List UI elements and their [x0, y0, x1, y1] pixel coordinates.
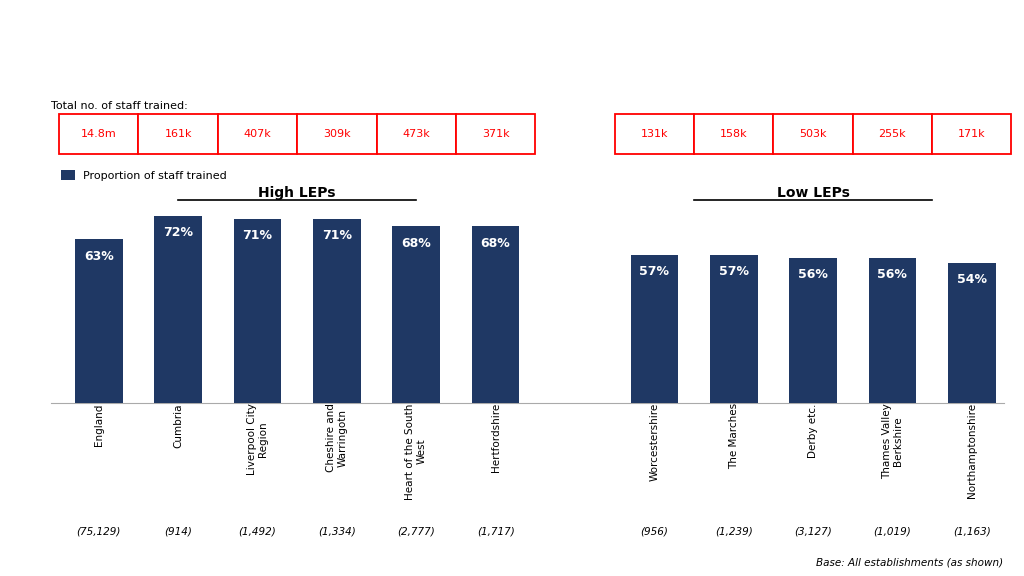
- Text: 161k: 161k: [165, 129, 191, 139]
- Text: Liverpool City
Region: Liverpool City Region: [247, 403, 268, 475]
- Text: (1,019): (1,019): [873, 526, 911, 536]
- FancyBboxPatch shape: [59, 114, 138, 154]
- Text: (1,717): (1,717): [477, 526, 514, 536]
- Text: (914): (914): [164, 526, 193, 536]
- Text: (1,163): (1,163): [953, 526, 990, 536]
- Text: 57%: 57%: [639, 266, 670, 278]
- FancyBboxPatch shape: [614, 114, 694, 154]
- Text: (3,127): (3,127): [795, 526, 831, 536]
- Bar: [75, 240, 123, 403]
- FancyBboxPatch shape: [853, 114, 932, 154]
- FancyBboxPatch shape: [932, 114, 1012, 154]
- Text: 131k: 131k: [641, 129, 668, 139]
- Text: The Marches: The Marches: [729, 403, 738, 469]
- Text: 309k: 309k: [324, 129, 350, 139]
- FancyBboxPatch shape: [377, 114, 456, 154]
- Text: 71%: 71%: [322, 229, 352, 242]
- FancyBboxPatch shape: [773, 114, 853, 154]
- Bar: [868, 257, 916, 403]
- Text: (1,239): (1,239): [715, 526, 753, 536]
- FancyBboxPatch shape: [297, 114, 377, 154]
- Text: (1,334): (1,334): [318, 526, 355, 536]
- Text: England: England: [94, 403, 103, 446]
- Text: 407k: 407k: [244, 129, 271, 139]
- Text: Number and proportion of staff trained by LEP: Number and proportion of staff trained b…: [12, 31, 812, 59]
- FancyBboxPatch shape: [694, 114, 773, 154]
- Text: 171k: 171k: [958, 129, 985, 139]
- Text: 71%: 71%: [243, 229, 272, 242]
- Text: Cheshire and
Warringotn: Cheshire and Warringotn: [326, 403, 348, 472]
- Bar: [948, 263, 995, 403]
- Text: Northamptonshire: Northamptonshire: [967, 403, 977, 498]
- Text: (956): (956): [640, 526, 669, 536]
- Text: (1,492): (1,492): [239, 526, 276, 536]
- Text: Derby etc.: Derby etc.: [808, 403, 818, 457]
- Bar: [392, 226, 440, 403]
- Bar: [631, 255, 678, 403]
- Text: 56%: 56%: [878, 268, 907, 281]
- Text: 503k: 503k: [800, 129, 826, 139]
- Text: Low LEPs: Low LEPs: [776, 187, 850, 200]
- Text: Base: All establishments (as shown): Base: All establishments (as shown): [816, 558, 1004, 567]
- Text: Hertfordshire: Hertfordshire: [490, 403, 501, 472]
- Bar: [710, 255, 758, 403]
- Text: (2,777): (2,777): [397, 526, 435, 536]
- Text: Cumbria: Cumbria: [173, 403, 183, 448]
- Bar: [233, 219, 282, 403]
- Text: 371k: 371k: [482, 129, 509, 139]
- Text: 473k: 473k: [402, 129, 430, 139]
- Text: Thames Valley
Berkshire: Thames Valley Berkshire: [882, 403, 903, 479]
- Text: 56%: 56%: [798, 268, 828, 281]
- Text: 14.8m: 14.8m: [81, 129, 117, 139]
- Text: Heart of the South
West: Heart of the South West: [406, 403, 427, 499]
- FancyBboxPatch shape: [218, 114, 297, 154]
- Text: 158k: 158k: [720, 129, 748, 139]
- Legend: Proportion of staff trained: Proportion of staff trained: [56, 166, 231, 185]
- Text: (75,129): (75,129): [77, 526, 121, 536]
- Text: 255k: 255k: [879, 129, 906, 139]
- Text: Worcestershire: Worcestershire: [649, 403, 659, 482]
- Bar: [790, 257, 837, 403]
- FancyBboxPatch shape: [456, 114, 536, 154]
- Text: 54%: 54%: [956, 273, 987, 286]
- FancyBboxPatch shape: [138, 114, 218, 154]
- Text: High LEPs: High LEPs: [258, 187, 336, 200]
- Bar: [155, 216, 202, 403]
- Bar: [472, 226, 519, 403]
- Text: 72%: 72%: [163, 226, 194, 240]
- Text: 68%: 68%: [401, 237, 431, 250]
- Text: 63%: 63%: [84, 250, 114, 263]
- Text: 57%: 57%: [719, 266, 749, 278]
- Text: Total no. of staff trained:: Total no. of staff trained:: [51, 101, 188, 111]
- Text: 68%: 68%: [480, 237, 511, 250]
- Bar: [313, 219, 360, 403]
